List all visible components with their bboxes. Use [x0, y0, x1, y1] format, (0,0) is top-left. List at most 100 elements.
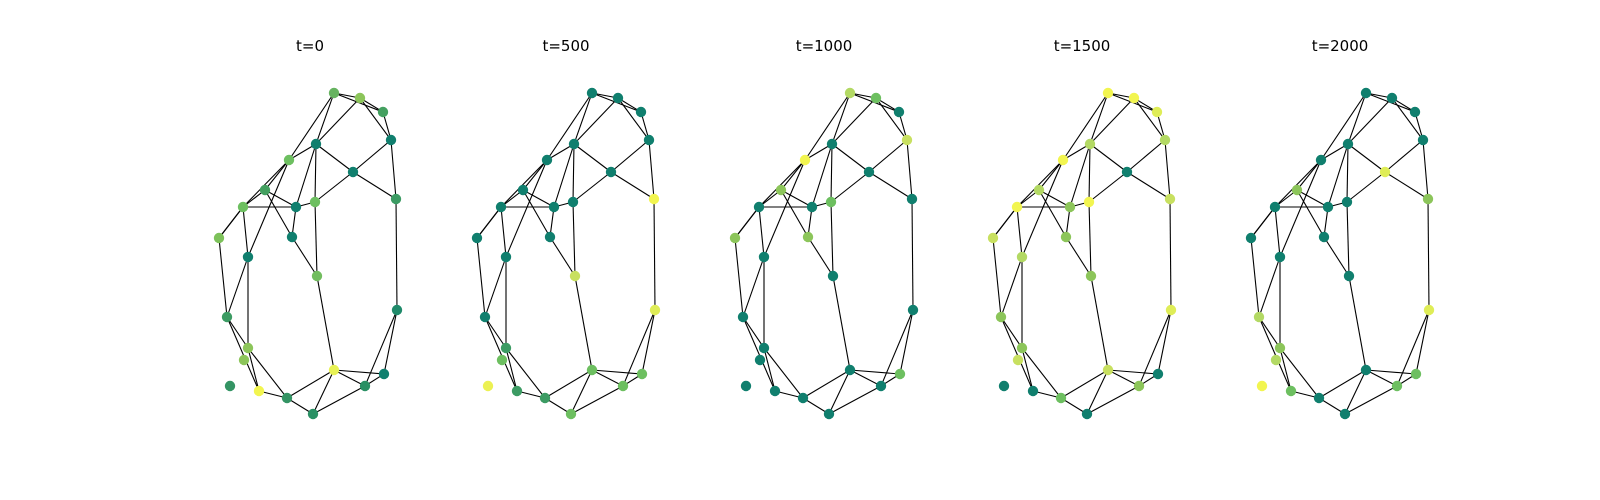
- graph-edge: [763, 347, 776, 392]
- graph-edge: [572, 171, 612, 203]
- graph-edge: [758, 206, 765, 258]
- panel-t1000: t=1000: [729, 37, 919, 420]
- graph-node: [390, 193, 402, 205]
- graph-node: [1417, 134, 1429, 146]
- graph-node: [797, 392, 809, 404]
- graph-edge: [1086, 369, 1109, 415]
- graph-edge: [505, 159, 548, 258]
- graph-edge: [1320, 92, 1367, 161]
- edge-group: [218, 92, 398, 415]
- graph-node: [1270, 354, 1282, 366]
- graph-node: [998, 380, 1010, 392]
- graph-edge: [1169, 198, 1172, 311]
- graph-node: [1164, 193, 1176, 205]
- graph-node: [567, 196, 579, 208]
- graph-edge: [288, 143, 317, 161]
- graph-edge: [1038, 159, 1064, 191]
- graph-edge: [549, 236, 576, 277]
- graph-edge: [868, 171, 913, 200]
- graph-edge: [1133, 97, 1166, 141]
- graph-node: [1253, 311, 1265, 323]
- panel-title: t=500: [542, 37, 589, 55]
- graph-edge: [832, 275, 851, 371]
- graph-edge: [763, 159, 806, 258]
- graph-edge: [218, 206, 244, 239]
- graph-edge: [1038, 189, 1067, 238]
- graph-edge: [1258, 316, 1281, 349]
- graph-edge: [1347, 143, 1386, 173]
- graph-node: [310, 138, 322, 150]
- graph-edge: [648, 139, 655, 200]
- graph-edge: [1089, 97, 1135, 145]
- graph-edge: [226, 316, 260, 392]
- graph-edge: [484, 316, 507, 349]
- graph-node: [1410, 368, 1422, 380]
- graph-node: [906, 193, 918, 205]
- graph-edge: [591, 369, 643, 375]
- graph-node: [1084, 138, 1096, 150]
- graph-edge: [831, 97, 877, 145]
- graph-node: [286, 231, 298, 243]
- graph-edge: [1323, 236, 1350, 277]
- graph-edge: [1327, 143, 1349, 208]
- graph-node: [1133, 380, 1145, 392]
- graph-edge: [868, 139, 908, 173]
- graph-node: [1342, 138, 1354, 150]
- graph-edge: [1365, 369, 1417, 375]
- graph-node: [283, 154, 295, 166]
- graph-node: [565, 408, 577, 420]
- graph-edge: [1346, 171, 1386, 203]
- panel-t2000: t=2000: [1245, 37, 1435, 420]
- graph-edge: [734, 206, 760, 239]
- graph-edge: [352, 171, 397, 200]
- graph-edge: [1060, 369, 1109, 399]
- graph-node: [901, 134, 913, 146]
- graph-node: [1343, 270, 1355, 282]
- graph-node: [328, 364, 340, 376]
- graph-node: [1339, 408, 1351, 420]
- graph-node: [328, 87, 340, 99]
- graph-edge: [484, 316, 518, 392]
- graph-node: [844, 87, 856, 99]
- graph-node: [539, 392, 551, 404]
- graph-edge: [1296, 189, 1325, 238]
- graph-edge: [1415, 309, 1430, 375]
- graph-edge: [992, 237, 1002, 318]
- graph-edge: [476, 237, 486, 318]
- graph-edge: [1250, 237, 1260, 318]
- graph-node: [281, 392, 293, 404]
- graph-node: [1027, 385, 1039, 397]
- graph-node: [1423, 304, 1435, 316]
- graph-edge: [1089, 143, 1128, 173]
- graph-node: [1121, 166, 1133, 178]
- graph-node: [1341, 196, 1353, 208]
- graph-edge: [742, 316, 776, 392]
- graph-node: [844, 364, 856, 376]
- graph-edge: [1422, 139, 1429, 200]
- graph-node: [758, 342, 770, 354]
- graph-node: [500, 251, 512, 263]
- graph-node: [482, 380, 494, 392]
- graph-node: [1313, 392, 1325, 404]
- graph-node: [758, 251, 770, 263]
- graph-node: [649, 304, 661, 316]
- graph-edge: [242, 159, 290, 208]
- panel-title: t=0: [296, 37, 324, 55]
- graph-edge: [802, 369, 851, 399]
- graph-node: [635, 106, 647, 118]
- graph-node: [1064, 201, 1076, 213]
- graph-edge: [831, 92, 851, 145]
- graph-edge: [1038, 189, 1071, 208]
- graph-edge: [734, 237, 744, 318]
- graph-edge: [758, 159, 806, 208]
- graph-node: [875, 380, 887, 392]
- graph-edge: [226, 316, 249, 349]
- graph-edge: [1086, 385, 1140, 415]
- graph-node: [769, 385, 781, 397]
- graph-edge: [831, 143, 870, 173]
- graph-edge: [226, 256, 249, 318]
- graph-edge: [1021, 159, 1064, 258]
- graph-edge: [1279, 347, 1320, 399]
- graph-edge: [312, 369, 335, 415]
- graph-edge: [653, 198, 656, 311]
